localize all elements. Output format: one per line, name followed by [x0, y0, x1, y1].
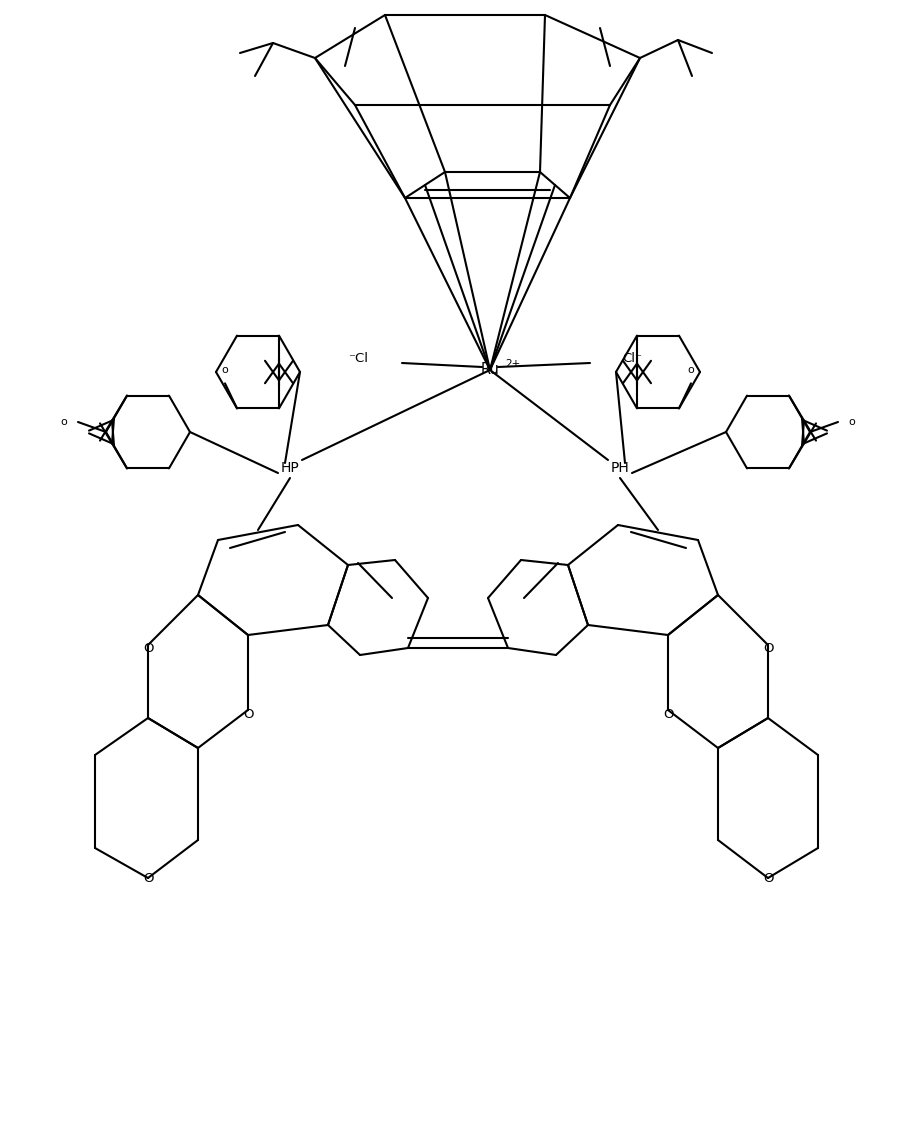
- Text: o: o: [60, 417, 68, 427]
- Text: Ru: Ru: [481, 362, 499, 377]
- Text: O: O: [243, 709, 253, 721]
- Text: o: o: [222, 366, 228, 375]
- Text: HP: HP: [280, 461, 300, 475]
- Text: O: O: [663, 709, 673, 721]
- Text: O: O: [143, 872, 153, 884]
- Text: ⁻Cl: ⁻Cl: [348, 351, 368, 365]
- Text: o: o: [688, 366, 694, 375]
- Text: O: O: [763, 641, 773, 655]
- Text: Cl⁻: Cl⁻: [622, 351, 642, 365]
- Text: O: O: [763, 872, 773, 884]
- Text: 2+: 2+: [505, 359, 520, 369]
- Text: o: o: [848, 417, 856, 427]
- Text: PH: PH: [611, 461, 629, 475]
- Text: O: O: [143, 641, 153, 655]
